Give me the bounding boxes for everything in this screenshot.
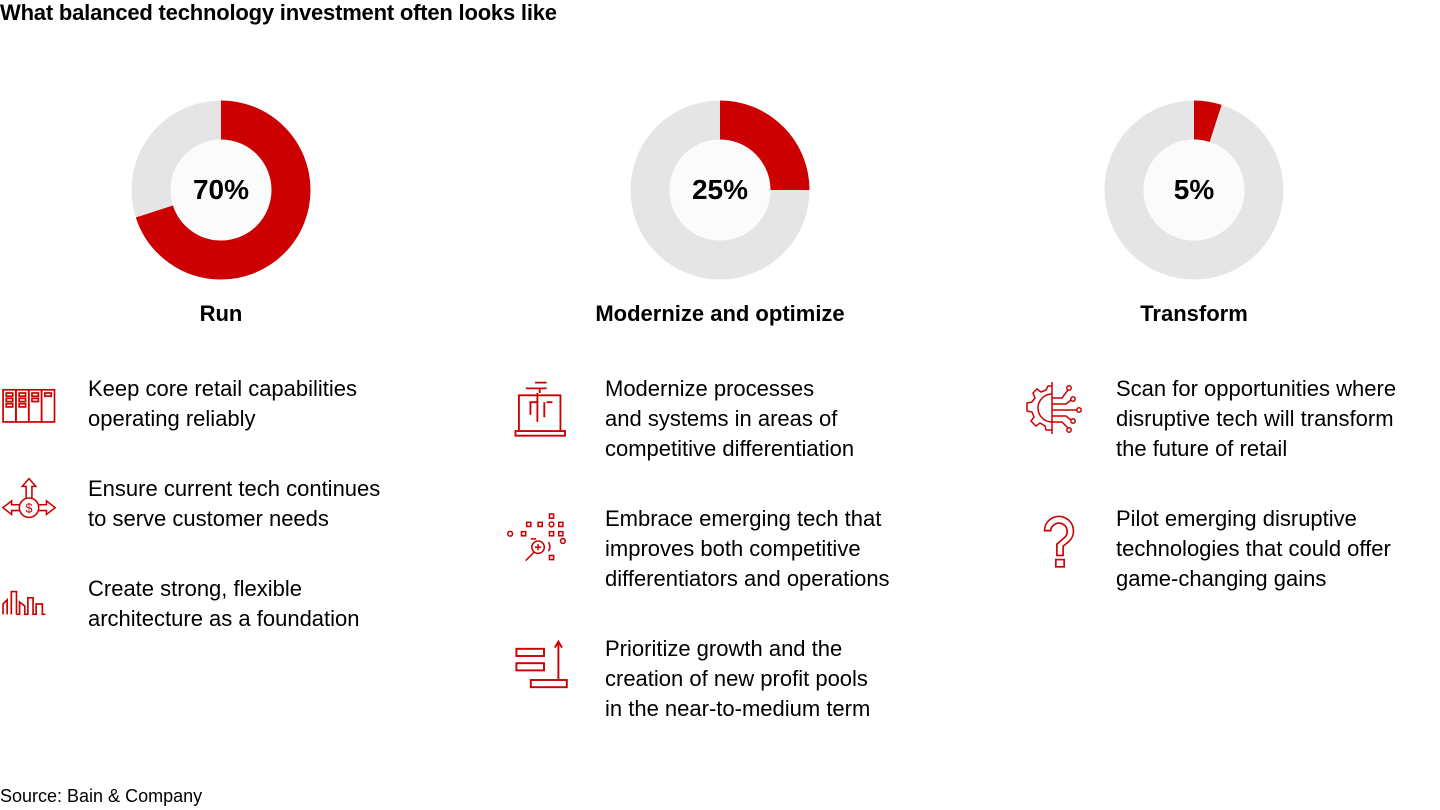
magnify-grid-icon [506,513,566,562]
item-text: Embrace emerging tech that improves both… [605,506,890,591]
architecture-bars-icon [2,590,46,616]
column-heading-modernize: Modernize and optimize [595,301,845,326]
item-text: Prioritize growth and the creation of ne… [605,636,871,721]
donut-chart-transform [1104,100,1284,280]
donut-transform: 5% [1104,100,1284,280]
question-mark-icon [1043,515,1075,568]
gear-circuit-icon [1026,382,1082,434]
column-heading-run: Run [199,301,243,326]
item-text: Create strong, flexible architecture as … [88,576,360,631]
percent-label: 5% [1173,174,1215,205]
page-title: What balanced technology investment ofte… [0,0,557,25]
source-note: Source: Bain & Company [0,786,203,806]
item-text: Keep core retail capabilities operating … [88,376,358,431]
item-text: Scan for opportunities where disruptive … [1116,376,1397,461]
donut-chart-run [131,100,311,280]
percent-label: 70% [192,174,250,205]
item-text: Ensure current tech continues to serve c… [88,476,381,531]
laptop-upgrade-icon [514,381,566,437]
donut-run: 70% [131,100,311,280]
donut-modernize: 25% [630,100,810,280]
dollar-arrows-icon: $ [1,477,57,519]
donut-chart-modernize [630,100,810,280]
item-text: Modernize processes and systems in areas… [605,376,855,461]
percent-label: 25% [691,174,749,205]
svg-text:$: $ [26,502,33,516]
growth-bars-icon [515,639,568,689]
item-text: Pilot emerging disruptive technologies t… [1116,506,1391,591]
column-heading-transform: Transform [1140,301,1248,326]
server-racks-icon [2,388,56,423]
